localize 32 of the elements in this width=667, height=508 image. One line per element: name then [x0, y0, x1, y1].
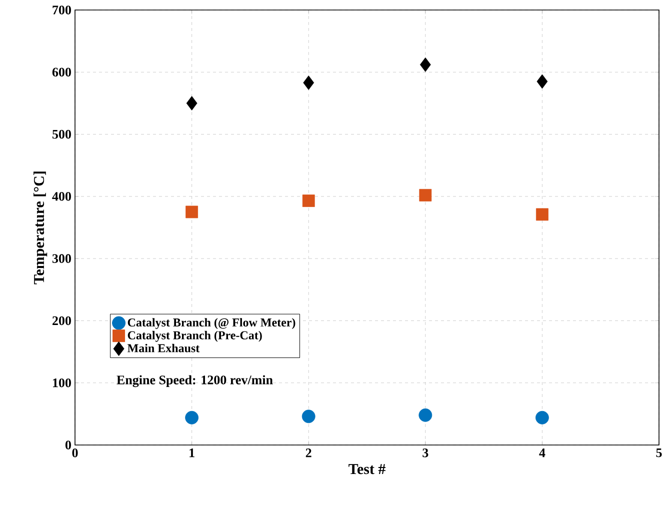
- x-tick-label: 0: [72, 448, 78, 458]
- point: [536, 410, 549, 424]
- annotation: Engine Speed: 1200 rev/min: [116, 375, 273, 388]
- y-tick-label: 600: [52, 68, 71, 77]
- y-tick-label: 400: [52, 192, 71, 201]
- point: [186, 206, 198, 218]
- y-tick-label: 300: [52, 254, 71, 263]
- point: [418, 408, 432, 422]
- y-tick-label: 200: [52, 316, 71, 326]
- point: [302, 194, 315, 207]
- legend-label: Main Exhaust: [128, 344, 200, 352]
- legend-label: Catalyst Branch (@ Flow Meter): [128, 318, 296, 330]
- point: [303, 76, 314, 90]
- y-tick-label: 100: [53, 378, 71, 388]
- point: [536, 74, 548, 89]
- x-tick-label: 4: [539, 448, 546, 458]
- y-axis-title: Temperature [°C]: [34, 172, 48, 284]
- point: [186, 96, 198, 110]
- x-axis-title: Test #: [348, 464, 386, 474]
- point: [185, 410, 199, 424]
- x-tick-label: 5: [656, 448, 662, 458]
- y-tick-label: 0: [65, 440, 71, 450]
- point: [536, 208, 548, 221]
- x-tick-label: 2: [306, 448, 312, 458]
- x-tick-label: 1: [190, 448, 194, 458]
- y-tick-label: 700: [52, 6, 71, 14]
- point: [420, 57, 431, 72]
- legend-label: Catalyst Branch (Pre-Cat): [128, 330, 262, 342]
- point: [302, 410, 316, 424]
- point: [419, 188, 432, 202]
- x-tick-label: 3: [422, 448, 428, 458]
- y-tick-label: 500: [52, 130, 71, 139]
